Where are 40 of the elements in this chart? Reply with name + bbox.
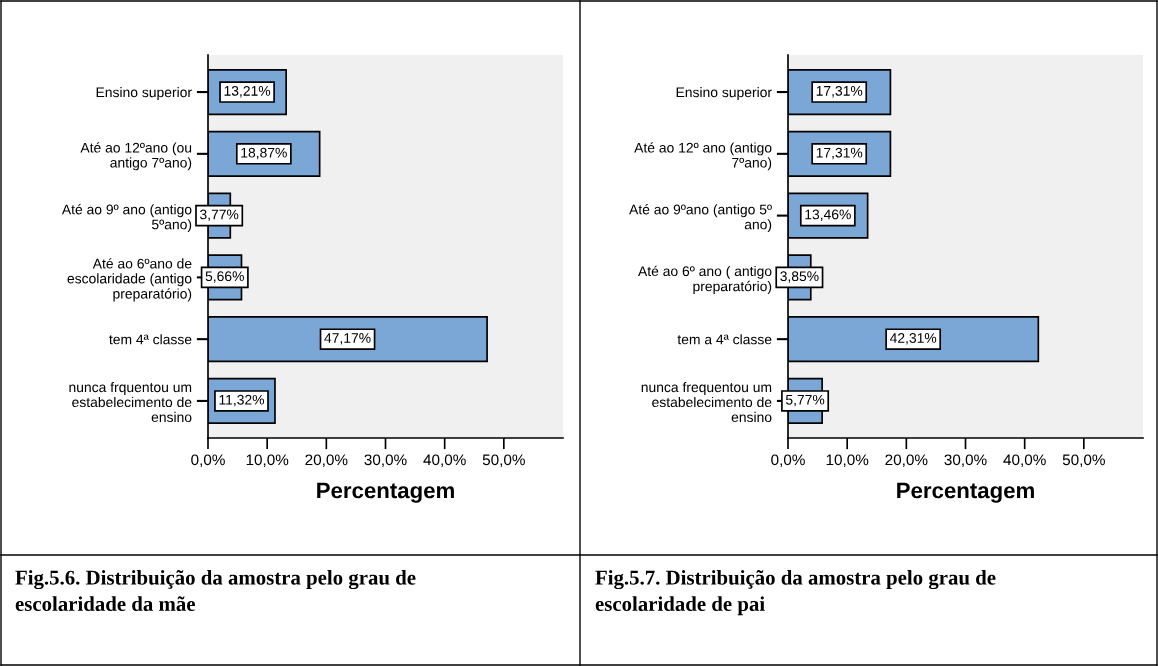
y-tick-label: nunca frquentou um estabelecimento de ensino bbox=[69, 381, 192, 423]
y-tick-label: Até ao 12º ano (antigo 7ºano) bbox=[634, 142, 772, 171]
x-tick-label: 20,0% bbox=[305, 454, 348, 467]
y-tick-label: tem a 4ª classe bbox=[677, 334, 772, 345]
data-label: 42,31% bbox=[889, 333, 937, 345]
caption: Fig.5.7. Distribuição da amostra pelo grau de escolaridade de pai bbox=[595, 570, 996, 616]
x-tick-label: 10,0% bbox=[826, 454, 869, 467]
data-label: 5,77% bbox=[785, 394, 825, 407]
x-tick-label: 10,0% bbox=[246, 454, 289, 467]
x-tick-label: 20,0% bbox=[885, 454, 928, 467]
x-axis-title: Percentagem bbox=[897, 482, 1034, 503]
x-tick-label: 30,0% bbox=[364, 454, 407, 467]
data-label: 3,85% bbox=[780, 271, 819, 283]
data-label: 13,21% bbox=[224, 85, 271, 98]
x-tick-label: 0,0% bbox=[771, 454, 805, 467]
y-tick-label: Até ao 9º ano (antigo 5ºano) bbox=[61, 204, 192, 233]
y-tick-label: Até ao 9ºano (antigo 5º ano) bbox=[629, 204, 772, 233]
x-tick-label: 0,0% bbox=[191, 454, 225, 467]
caption: Fig.5.6. Distribuição da amostra pelo grau de escolaridade da mãe bbox=[15, 570, 416, 611]
y-tick-label: Até ao 6ºano de escolaridade (antigo preparatório) bbox=[67, 258, 192, 302]
y-tick-label: Até ao 6º ano ( antigo preparatório) bbox=[638, 265, 772, 294]
data-label: 18,87% bbox=[241, 147, 287, 160]
x-tick-label: 40,0% bbox=[1003, 454, 1046, 467]
data-label: 11,32% bbox=[219, 394, 265, 407]
x-tick-label: 50,0% bbox=[482, 454, 525, 467]
y-tick-label: Ensino superior bbox=[96, 87, 192, 100]
y-tick-label: Até ao 12ºano (ou antigo 7ºano) bbox=[80, 142, 192, 171]
data-label: 47,17% bbox=[324, 333, 371, 345]
x-tick-label: 30,0% bbox=[944, 454, 987, 467]
y-tick-label: tem 4ª classe bbox=[109, 334, 192, 345]
x-tick-label: 40,0% bbox=[423, 454, 466, 467]
x-axis-title: Percentagem bbox=[317, 482, 454, 503]
data-label: 3,77% bbox=[199, 209, 239, 221]
data-label: 17,31% bbox=[816, 147, 863, 160]
data-label: 13,46% bbox=[805, 209, 851, 221]
y-tick-label: Ensino superior bbox=[676, 87, 772, 100]
data-label: 5,66% bbox=[205, 271, 244, 283]
x-tick-label: 50,0% bbox=[1062, 454, 1105, 467]
y-tick-label: nunca frequentou um estabelecimento de ensino bbox=[641, 381, 772, 423]
data-label: 17,31% bbox=[816, 85, 863, 98]
